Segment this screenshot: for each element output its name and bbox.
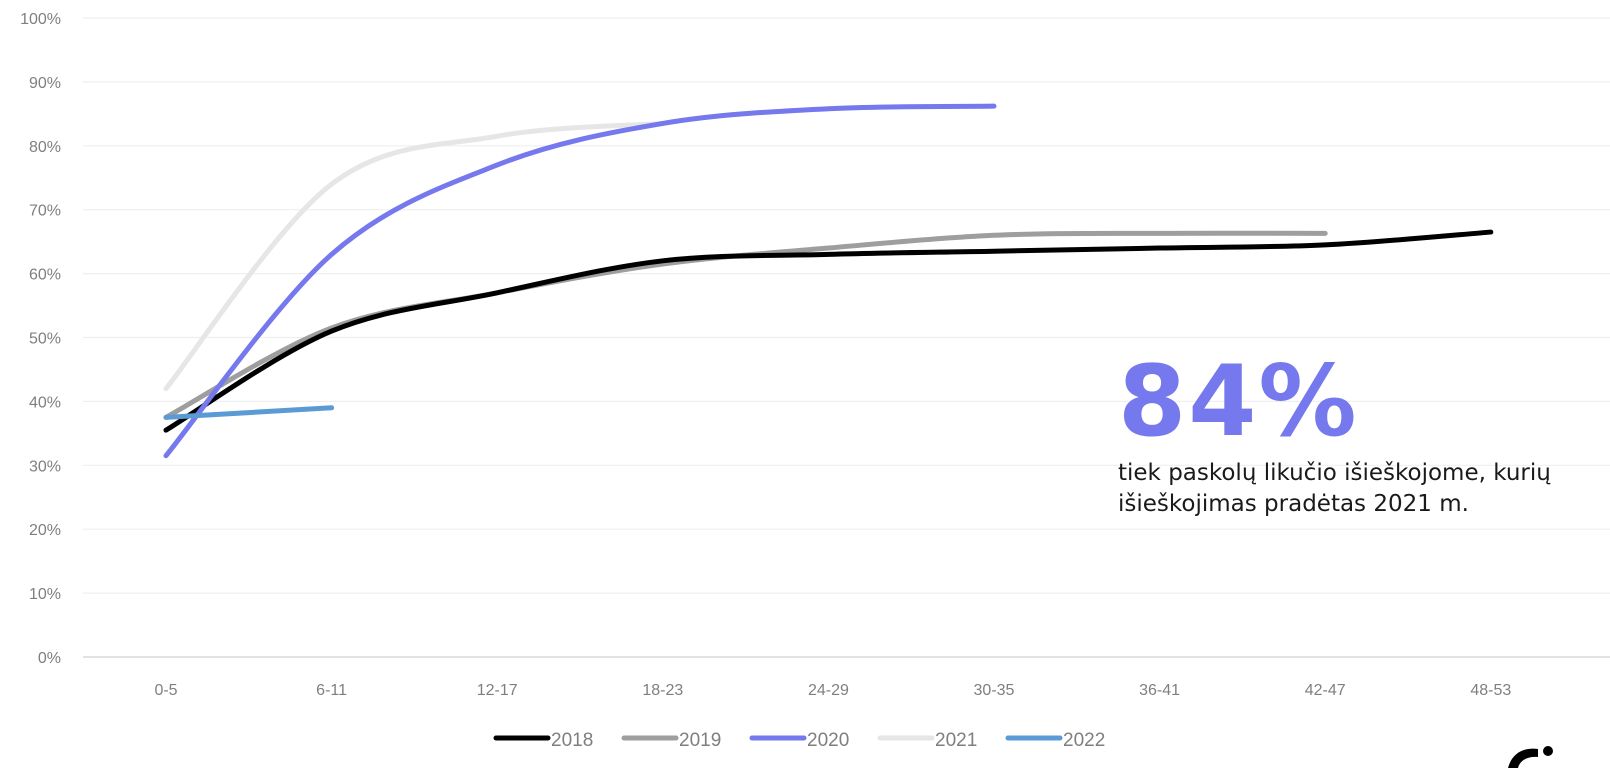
x-tick-label: 48-53 bbox=[1470, 682, 1511, 699]
x-tick-label: 6-11 bbox=[316, 682, 347, 699]
y-tick-label: 60% bbox=[29, 267, 61, 284]
x-tick-label: 12-17 bbox=[477, 682, 518, 699]
y-tick-label: 10% bbox=[29, 586, 61, 603]
x-tick-label: 0-5 bbox=[154, 682, 177, 699]
legend-label-2022: 2022 bbox=[1063, 730, 1105, 751]
series-line-2020 bbox=[163, 103, 997, 459]
y-tick-label: 80% bbox=[29, 139, 61, 156]
y-tick-label: 30% bbox=[29, 458, 61, 475]
x-tick-label: 30-35 bbox=[974, 682, 1015, 699]
gridlines bbox=[83, 17, 1610, 658]
series-line-2021 bbox=[163, 120, 666, 392]
company-logo-icon bbox=[1498, 735, 1558, 768]
callout: 84% tiek paskolų likučio išieškojome, ku… bbox=[1118, 352, 1588, 520]
series-line-2018 bbox=[163, 229, 1494, 433]
y-tick-label: 0% bbox=[38, 650, 61, 667]
series-line-2022 bbox=[163, 405, 335, 420]
legend-label-2018: 2018 bbox=[551, 730, 593, 751]
x-axis-ticks: 0-5 6-11 12-17 18-23 24-29 30-35 36-41 42-47 48-… bbox=[154, 682, 1511, 699]
y-tick-label: 20% bbox=[29, 522, 61, 539]
x-tick-label: 24-29 bbox=[808, 682, 849, 699]
legend: 2018 2019 2020 2021 2022 bbox=[493, 730, 1105, 751]
legend-label-2019: 2019 bbox=[679, 730, 721, 751]
y-tick-label: 90% bbox=[29, 75, 61, 92]
series-lines bbox=[163, 103, 1494, 459]
y-tick-label: 40% bbox=[29, 394, 61, 411]
legend-label-2021: 2021 bbox=[935, 730, 977, 751]
y-tick-label: 50% bbox=[29, 331, 61, 348]
y-tick-label: 100% bbox=[20, 11, 61, 28]
legend-label-2020: 2020 bbox=[807, 730, 849, 751]
y-tick-label: 70% bbox=[29, 203, 61, 220]
y-axis-ticks: 0% 10% 20% 30% 40% 50% 60% 70% 80% 90% 100% bbox=[20, 11, 61, 667]
x-tick-label: 36-41 bbox=[1139, 682, 1180, 699]
callout-text: tiek paskolų likučio išieškojome, kurių … bbox=[1118, 460, 1551, 517]
x-tick-label: 18-23 bbox=[642, 682, 683, 699]
callout-value: 84% bbox=[1118, 345, 1359, 459]
x-tick-label: 42-47 bbox=[1305, 682, 1346, 699]
